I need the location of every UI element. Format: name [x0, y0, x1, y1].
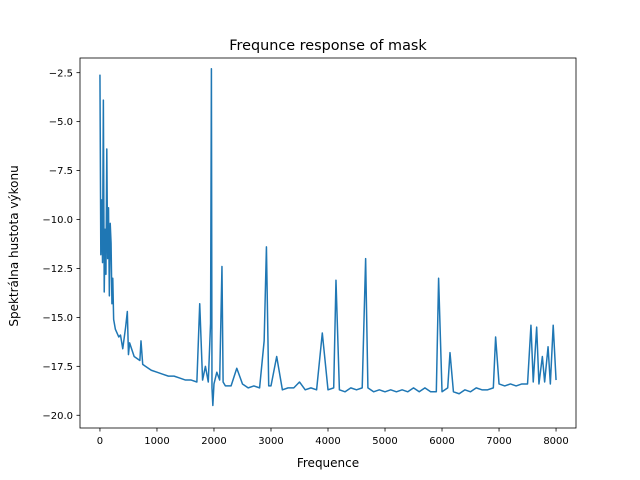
x-tick-label: 8000	[543, 436, 568, 447]
chart-title: Frequnce response of mask	[229, 38, 427, 54]
y-axis-label: Spektrálna hustota výkonu	[7, 165, 21, 326]
x-tick-label: 1000	[144, 436, 169, 447]
y-tick-label: −10.0	[42, 215, 73, 226]
y-tick-label: −15.0	[42, 313, 73, 324]
plot-area	[99, 68, 557, 407]
series-line-0	[99, 68, 557, 407]
y-tick-label: −2.5	[49, 68, 73, 79]
y-tick-label: −17.5	[42, 362, 73, 373]
x-tick-label: 7000	[486, 436, 511, 447]
x-tick-label: 0	[97, 436, 103, 447]
x-tick-label: 2000	[201, 436, 226, 447]
axes: 0 1000 2000 3000 4000 5000 6000 7000 8000 −2.5 −5.…	[42, 57, 577, 447]
y-tick-label: −5.0	[49, 117, 73, 128]
x-tick-label: 5000	[372, 436, 397, 447]
y-tick-label: −12.5	[42, 264, 73, 275]
x-tick-label: 4000	[315, 436, 340, 447]
x-tick-label: 6000	[429, 436, 454, 447]
x-tick-label: 3000	[258, 436, 283, 447]
y-tick-label: −20.0	[42, 411, 73, 422]
y-tick-label: −7.5	[49, 166, 73, 177]
x-axis-label: Frequence	[297, 456, 359, 470]
